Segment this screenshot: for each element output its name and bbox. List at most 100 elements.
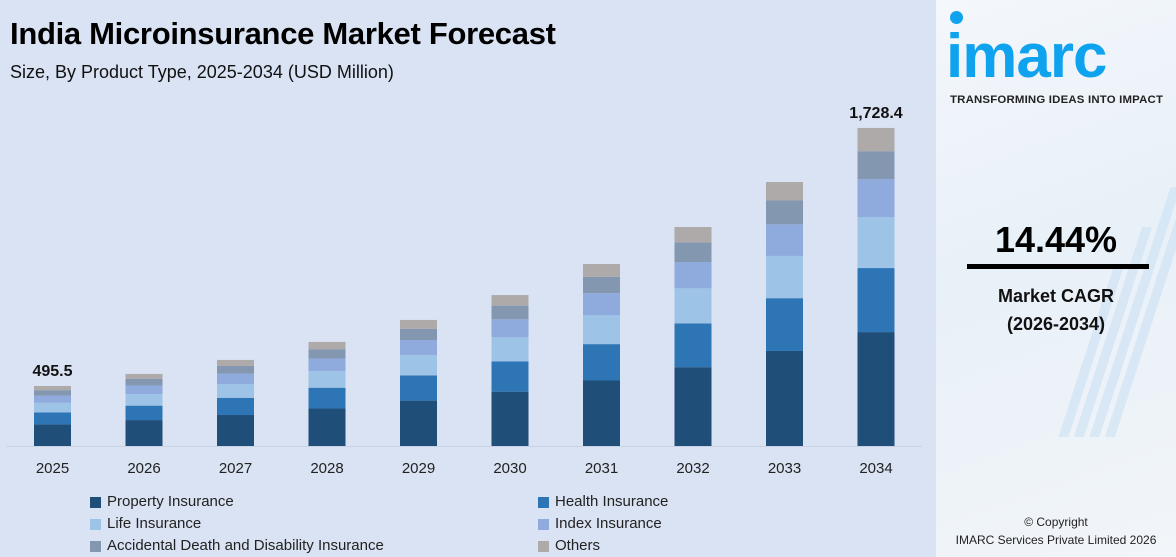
bar-segment-2025-0: [34, 424, 71, 446]
legend-item: Accidental Death and Disability Insuranc…: [90, 537, 384, 555]
legend-swatch-icon: [538, 496, 549, 508]
legend-label: Property Insurance: [107, 493, 234, 510]
chart-panel: India Microinsurance Market Forecast Siz…: [6, 16, 922, 555]
legend-swatch-icon: [538, 540, 549, 552]
bar-segment-2032-1: [674, 323, 712, 368]
legend-swatch-icon: [538, 518, 549, 530]
x-tick-label: 2025: [36, 460, 69, 477]
copyright-text: © Copyright: [1024, 515, 1088, 529]
stacked-bar-chart: 2025 495.5 2026 2027 2028 2029 2030 2031 2032 203…: [6, 105, 922, 477]
bar-segment-2033-1: [766, 298, 803, 351]
bar-segment-2033-0: [766, 350, 803, 446]
bar-segment-2034-2: [857, 217, 895, 269]
bar-segment-2031-4: [583, 276, 620, 294]
bar-segment-2025-2: [34, 402, 71, 413]
x-tick-label: 2026: [127, 460, 160, 477]
bar-segment-2030-1: [491, 361, 529, 392]
x-tick-label: 2033: [768, 460, 801, 477]
legend-swatch-icon: [90, 518, 101, 530]
bar-segment-2026-3: [125, 385, 163, 395]
bar-segment-2028-1: [308, 387, 346, 409]
bar-segment-2031-2: [583, 315, 620, 345]
bar-segment-2033-4: [766, 200, 803, 225]
bar-segment-2026-1: [125, 405, 163, 421]
legend-label: Life Insurance: [107, 515, 202, 532]
cagr-label-text: Market CAGR: [997, 286, 1115, 306]
legend-swatch-icon: [90, 496, 101, 508]
bar-segment-2031-5: [583, 264, 620, 277]
bar-segment-2027-2: [217, 384, 254, 398]
bar-segment-2034-5: [857, 127, 895, 152]
bar-segment-2026-5: [125, 373, 163, 379]
cagr-divider: [967, 264, 1149, 269]
bar-segment-2027-3: [217, 373, 254, 385]
bar-segment-2034-4: [857, 151, 895, 180]
bar-segment-2028-3: [308, 358, 346, 372]
bar-segment-2025-1: [34, 412, 71, 425]
legend-item: Property Insurance: [90, 493, 234, 511]
bar-segment-2028-5: [308, 341, 346, 350]
x-tick-label: 2031: [585, 460, 618, 477]
bar-segment-2032-3: [674, 262, 712, 289]
x-tick-label: 2027: [219, 460, 252, 477]
bar-segment-2032-4: [674, 242, 712, 263]
bar-segment-2029-2: [400, 355, 437, 376]
chart-title: India Microinsurance Market Forecast: [10, 16, 556, 51]
bar-segment-2030-4: [491, 305, 529, 320]
bar-segment-2028-2: [308, 371, 346, 388]
bar-segment-2026-4: [125, 378, 163, 386]
bar-segment-2034-1: [857, 268, 895, 333]
bar-segment-2027-0: [217, 415, 254, 446]
x-tick-label: 2034: [859, 460, 892, 477]
bar-segment-2032-5: [674, 227, 712, 243]
bar-segment-2033-2: [766, 255, 803, 299]
legend-swatch-icon: [90, 540, 101, 552]
bar-segment-2031-1: [583, 344, 620, 381]
sidebar-panel: imarc TRANSFORMING IDEAS INTO IMPACT 14.…: [936, 0, 1176, 557]
logo-dot-icon: [950, 11, 963, 24]
bar-segment-2034-0: [857, 332, 895, 446]
copyright-company: IMARC Services Private Limited 2026: [955, 533, 1157, 547]
legend-item: Index Insurance: [538, 515, 662, 533]
bar-segment-2026-2: [125, 394, 163, 406]
bar-segment-2031-3: [583, 293, 620, 316]
bar-segment-2029-0: [400, 400, 437, 446]
bar-segment-2027-5: [217, 359, 254, 366]
data-label-2025: 495.5: [32, 363, 72, 380]
bar-segment-2030-2: [491, 337, 529, 362]
bar-segment-2026-0: [125, 420, 163, 446]
data-label-2034: 1,728.4: [849, 105, 902, 122]
x-tick-label: 2032: [676, 460, 709, 477]
x-tick-label: 2028: [310, 460, 343, 477]
bar-segment-2033-3: [766, 224, 803, 256]
bar-segment-2025-3: [34, 395, 71, 403]
bar-segment-2030-5: [491, 295, 529, 306]
legend-label: Index Insurance: [555, 515, 662, 532]
bar-segment-2028-0: [308, 408, 346, 446]
cagr-label: Market CAGR (2026-2034): [936, 282, 1176, 338]
bar-segment-2031-0: [583, 380, 620, 446]
legend-item: Others: [538, 537, 600, 555]
bar-segment-2029-4: [400, 328, 437, 341]
bar-segment-2027-4: [217, 365, 254, 374]
cagr-period: (2026-2034): [1006, 314, 1106, 334]
legend-item: Health Insurance: [538, 493, 668, 511]
cagr-value: 14.44%: [994, 219, 1118, 260]
bar-segment-2030-3: [491, 319, 529, 338]
x-tick-label: 2029: [402, 460, 435, 477]
logo-tagline: TRANSFORMING IDEAS INTO IMPACT: [950, 94, 1164, 106]
bar-segment-2033-5: [766, 182, 803, 201]
imarc-logo: imarc: [946, 22, 1107, 91]
chart-subtitle: Size, By Product Type, 2025-2034 (USD Mi…: [10, 62, 394, 82]
bar-segment-2029-1: [400, 375, 437, 401]
bar-segment-2027-1: [217, 397, 254, 416]
bar-segment-2030-0: [491, 391, 529, 446]
legend-label: Accidental Death and Disability Insuranc…: [107, 537, 384, 554]
bar-segment-2029-3: [400, 340, 437, 356]
bar-segment-2025-4: [34, 390, 71, 396]
bar-segment-2032-0: [674, 367, 712, 446]
legend-label: Others: [555, 537, 601, 554]
bar-segment-2032-2: [674, 288, 712, 324]
bar-segment-2034-3: [857, 179, 895, 218]
legend-label: Health Insurance: [555, 493, 669, 510]
